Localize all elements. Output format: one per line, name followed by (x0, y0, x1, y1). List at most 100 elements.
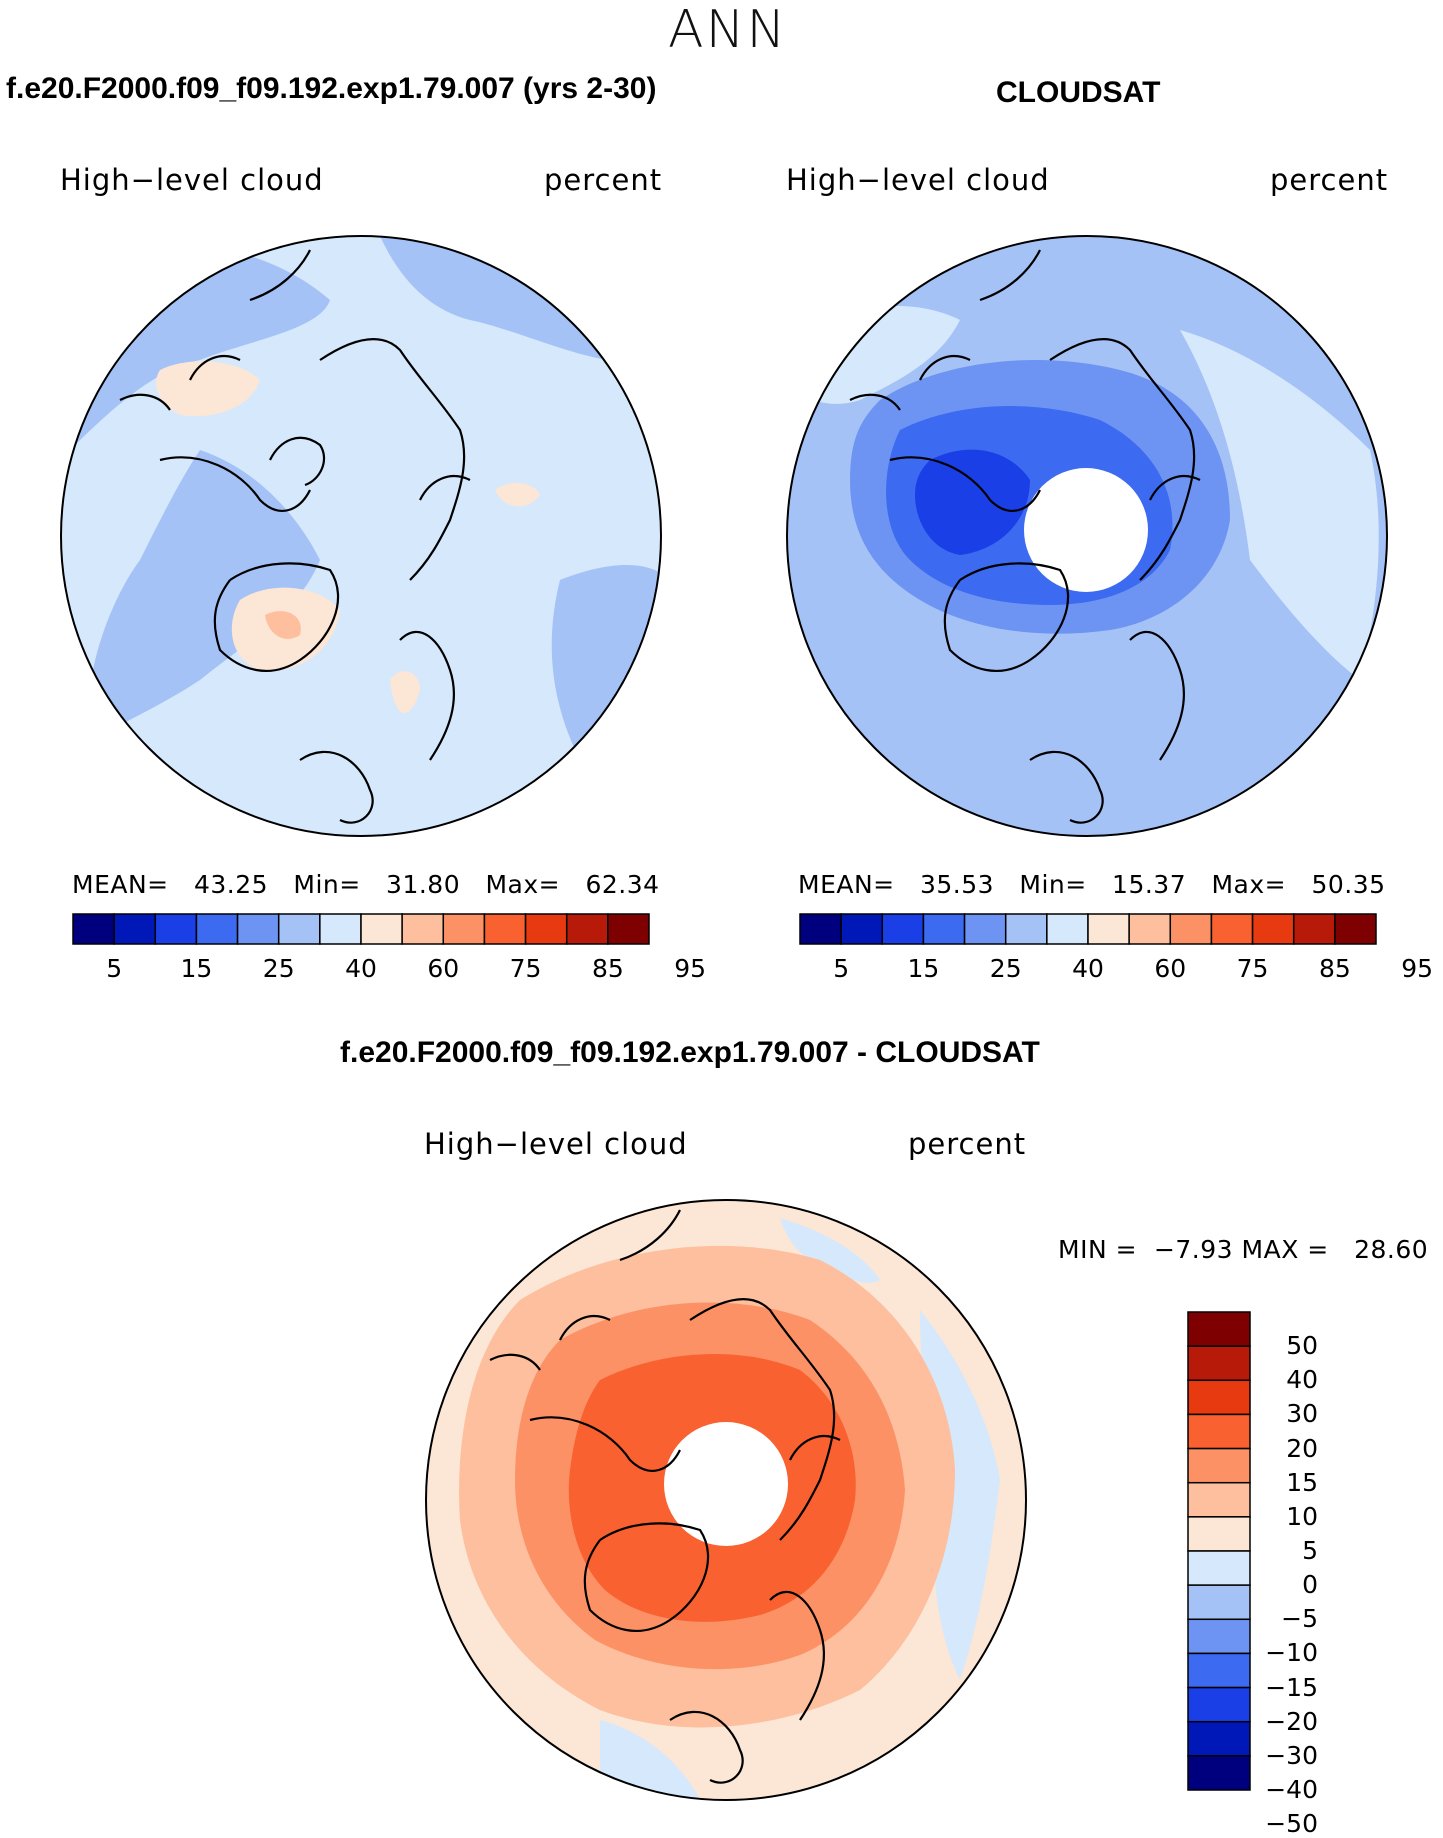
model-field-contour (380, 236, 640, 362)
model-colorbar-swatch (72, 913, 115, 945)
obs-colorbar-tick: 25 (989, 954, 1022, 983)
obs-colorbar-tick: 75 (1236, 954, 1269, 983)
difference-colorbar-swatch (1187, 1481, 1251, 1518)
obs-mean-label: MEAN= (798, 870, 895, 899)
difference-max-label: MAX = (1241, 1235, 1329, 1264)
model-min-label: Min= (293, 870, 361, 899)
obs-map-border (786, 235, 1388, 837)
difference-colorbar-tick: 30 (1286, 1399, 1318, 1429)
model-units-label: percent (544, 163, 663, 197)
difference-colorbar-tick: 0 (1302, 1570, 1318, 1600)
difference-colorbar-tick: −5 (1281, 1604, 1318, 1634)
difference-title: f.e20.F2000.f09_f09.192.exp1.79.007 - CL… (340, 1036, 1040, 1069)
difference-stats: MIN = −7.93 MAX = 28.60 (1058, 1235, 1428, 1264)
model-panel-title: f.e20.F2000.f09_f09.192.exp1.79.007 (yrs… (6, 72, 657, 105)
obs-coastlines (849, 249, 1201, 824)
obs-colorbar-swatch (1087, 913, 1130, 945)
model-coastline (119, 249, 471, 824)
model-field-contour (265, 611, 301, 639)
model-field-contour (495, 482, 540, 507)
obs-panel-title: CLOUDSAT (996, 76, 1161, 109)
difference-colorbar-swatch (1187, 1379, 1251, 1416)
model-coastlines (119, 249, 471, 824)
model-colorbar-tick: 15 (180, 954, 213, 983)
difference-colorbar-swatch (1187, 1755, 1251, 1791)
model-colorbar-swatch (195, 913, 239, 945)
difference-colorbar-swatch (1187, 1413, 1251, 1450)
difference-min-label: MIN = (1058, 1235, 1138, 1264)
obs-colorbar-tick: 5 (833, 954, 850, 983)
obs-missing-data-hole (1024, 468, 1148, 592)
model-max-value: 62.34 (585, 870, 660, 899)
obs-colorbar-tick: 40 (1072, 954, 1104, 983)
difference-colorbar-swatch (1187, 1311, 1251, 1347)
obs-max-label: Max= (1211, 870, 1287, 899)
difference-colorbar (1187, 1311, 1251, 1791)
difference-colorbar-swatch (1187, 1584, 1251, 1621)
difference-units-label: percent (908, 1127, 1027, 1161)
model-colorbar-ticks: 5 15 25 40 60 75 85 95 (71, 954, 706, 984)
difference-variable-label: High−level cloud (424, 1127, 688, 1161)
model-colorbar-tick: 85 (591, 954, 624, 983)
model-colorbar-tick: 5 (106, 954, 123, 983)
difference-colorbar-tick: 15 (1286, 1467, 1318, 1497)
model-colorbar-swatch (113, 913, 157, 945)
model-colorbar-swatch (236, 913, 280, 945)
difference-colorbar-tick: −30 (1265, 1740, 1318, 1770)
obs-colorbar-swatch (1004, 913, 1048, 945)
difference-colorbar-swatch (1187, 1447, 1251, 1484)
obs-polar-map (786, 235, 1388, 837)
obs-colorbar (799, 913, 1377, 945)
model-mean-label: MEAN= (72, 870, 169, 899)
model-field-contour (156, 361, 260, 417)
obs-units-label: percent (1270, 163, 1389, 197)
model-colorbar-swatch (565, 913, 609, 945)
obs-colorbar-tick: 85 (1318, 954, 1351, 983)
difference-colorbar-swatch (1187, 1686, 1251, 1723)
obs-colorbar-ticks: 5 15 25 40 60 75 85 95 (798, 954, 1433, 984)
model-colorbar-swatch (607, 913, 650, 945)
difference-colorbar-swatch (1187, 1618, 1251, 1655)
difference-colorbar-tick: 10 (1286, 1501, 1318, 1531)
obs-colorbar-swatch (799, 913, 842, 945)
model-stats: MEAN= 43.25 Min= 31.80 Max= 62.34 (72, 870, 660, 899)
model-colorbar-swatch (442, 913, 486, 945)
model-colorbar-swatch (401, 913, 445, 945)
obs-colorbar-swatch (881, 913, 925, 945)
difference-coastline (489, 1209, 841, 1784)
difference-colorbar-tick: −10 (1265, 1638, 1318, 1668)
model-colorbar-swatch (154, 913, 198, 945)
model-colorbar (72, 913, 650, 945)
season-title: ANN (668, 0, 788, 60)
difference-min-value: −7.93 (1153, 1235, 1234, 1264)
model-map-border (60, 235, 662, 837)
difference-colorbar-swatch (1187, 1516, 1251, 1552)
difference-colorbar-swatch (1187, 1345, 1251, 1382)
model-variable-label: High−level cloud (60, 163, 324, 197)
difference-colorbar-tick: −15 (1265, 1672, 1318, 1702)
difference-colorbar-tick: 40 (1286, 1365, 1318, 1395)
obs-variable-label: High−level cloud (786, 163, 1050, 197)
model-colorbar-swatch (277, 913, 321, 945)
obs-colorbar-swatch (1334, 913, 1377, 945)
difference-colorbar-swatch (1187, 1652, 1251, 1689)
model-max-label: Max= (485, 870, 561, 899)
obs-colorbar-tick: 15 (907, 954, 940, 983)
model-field-contour (390, 671, 420, 714)
difference-missing-data-hole (664, 1422, 788, 1546)
difference-colorbar-tick: 50 (1286, 1331, 1318, 1361)
model-colorbar-swatch (524, 913, 568, 945)
obs-min-label: Min= (1019, 870, 1087, 899)
difference-colorbar-tick: −50 (1265, 1809, 1318, 1838)
difference-polar-map (425, 1199, 1027, 1801)
difference-colorbar-tick: −40 (1265, 1775, 1318, 1804)
difference-colorbar-ticks: 50 40 30 20 15 10 5 0 −5 −10 −15 −20 −30 −40 −50 (1258, 1310, 1358, 1838)
model-polar-map (60, 235, 662, 837)
obs-max-value: 50.35 (1311, 870, 1386, 899)
obs-colorbar-tick: 95 (1401, 954, 1434, 983)
obs-stats: MEAN= 35.53 Min= 15.37 Max= 50.35 (798, 870, 1386, 899)
difference-field-contour (780, 1218, 880, 1283)
obs-colorbar-swatch (1210, 913, 1254, 945)
difference-coastlines (489, 1209, 841, 1784)
model-mean-value: 43.25 (193, 870, 269, 899)
